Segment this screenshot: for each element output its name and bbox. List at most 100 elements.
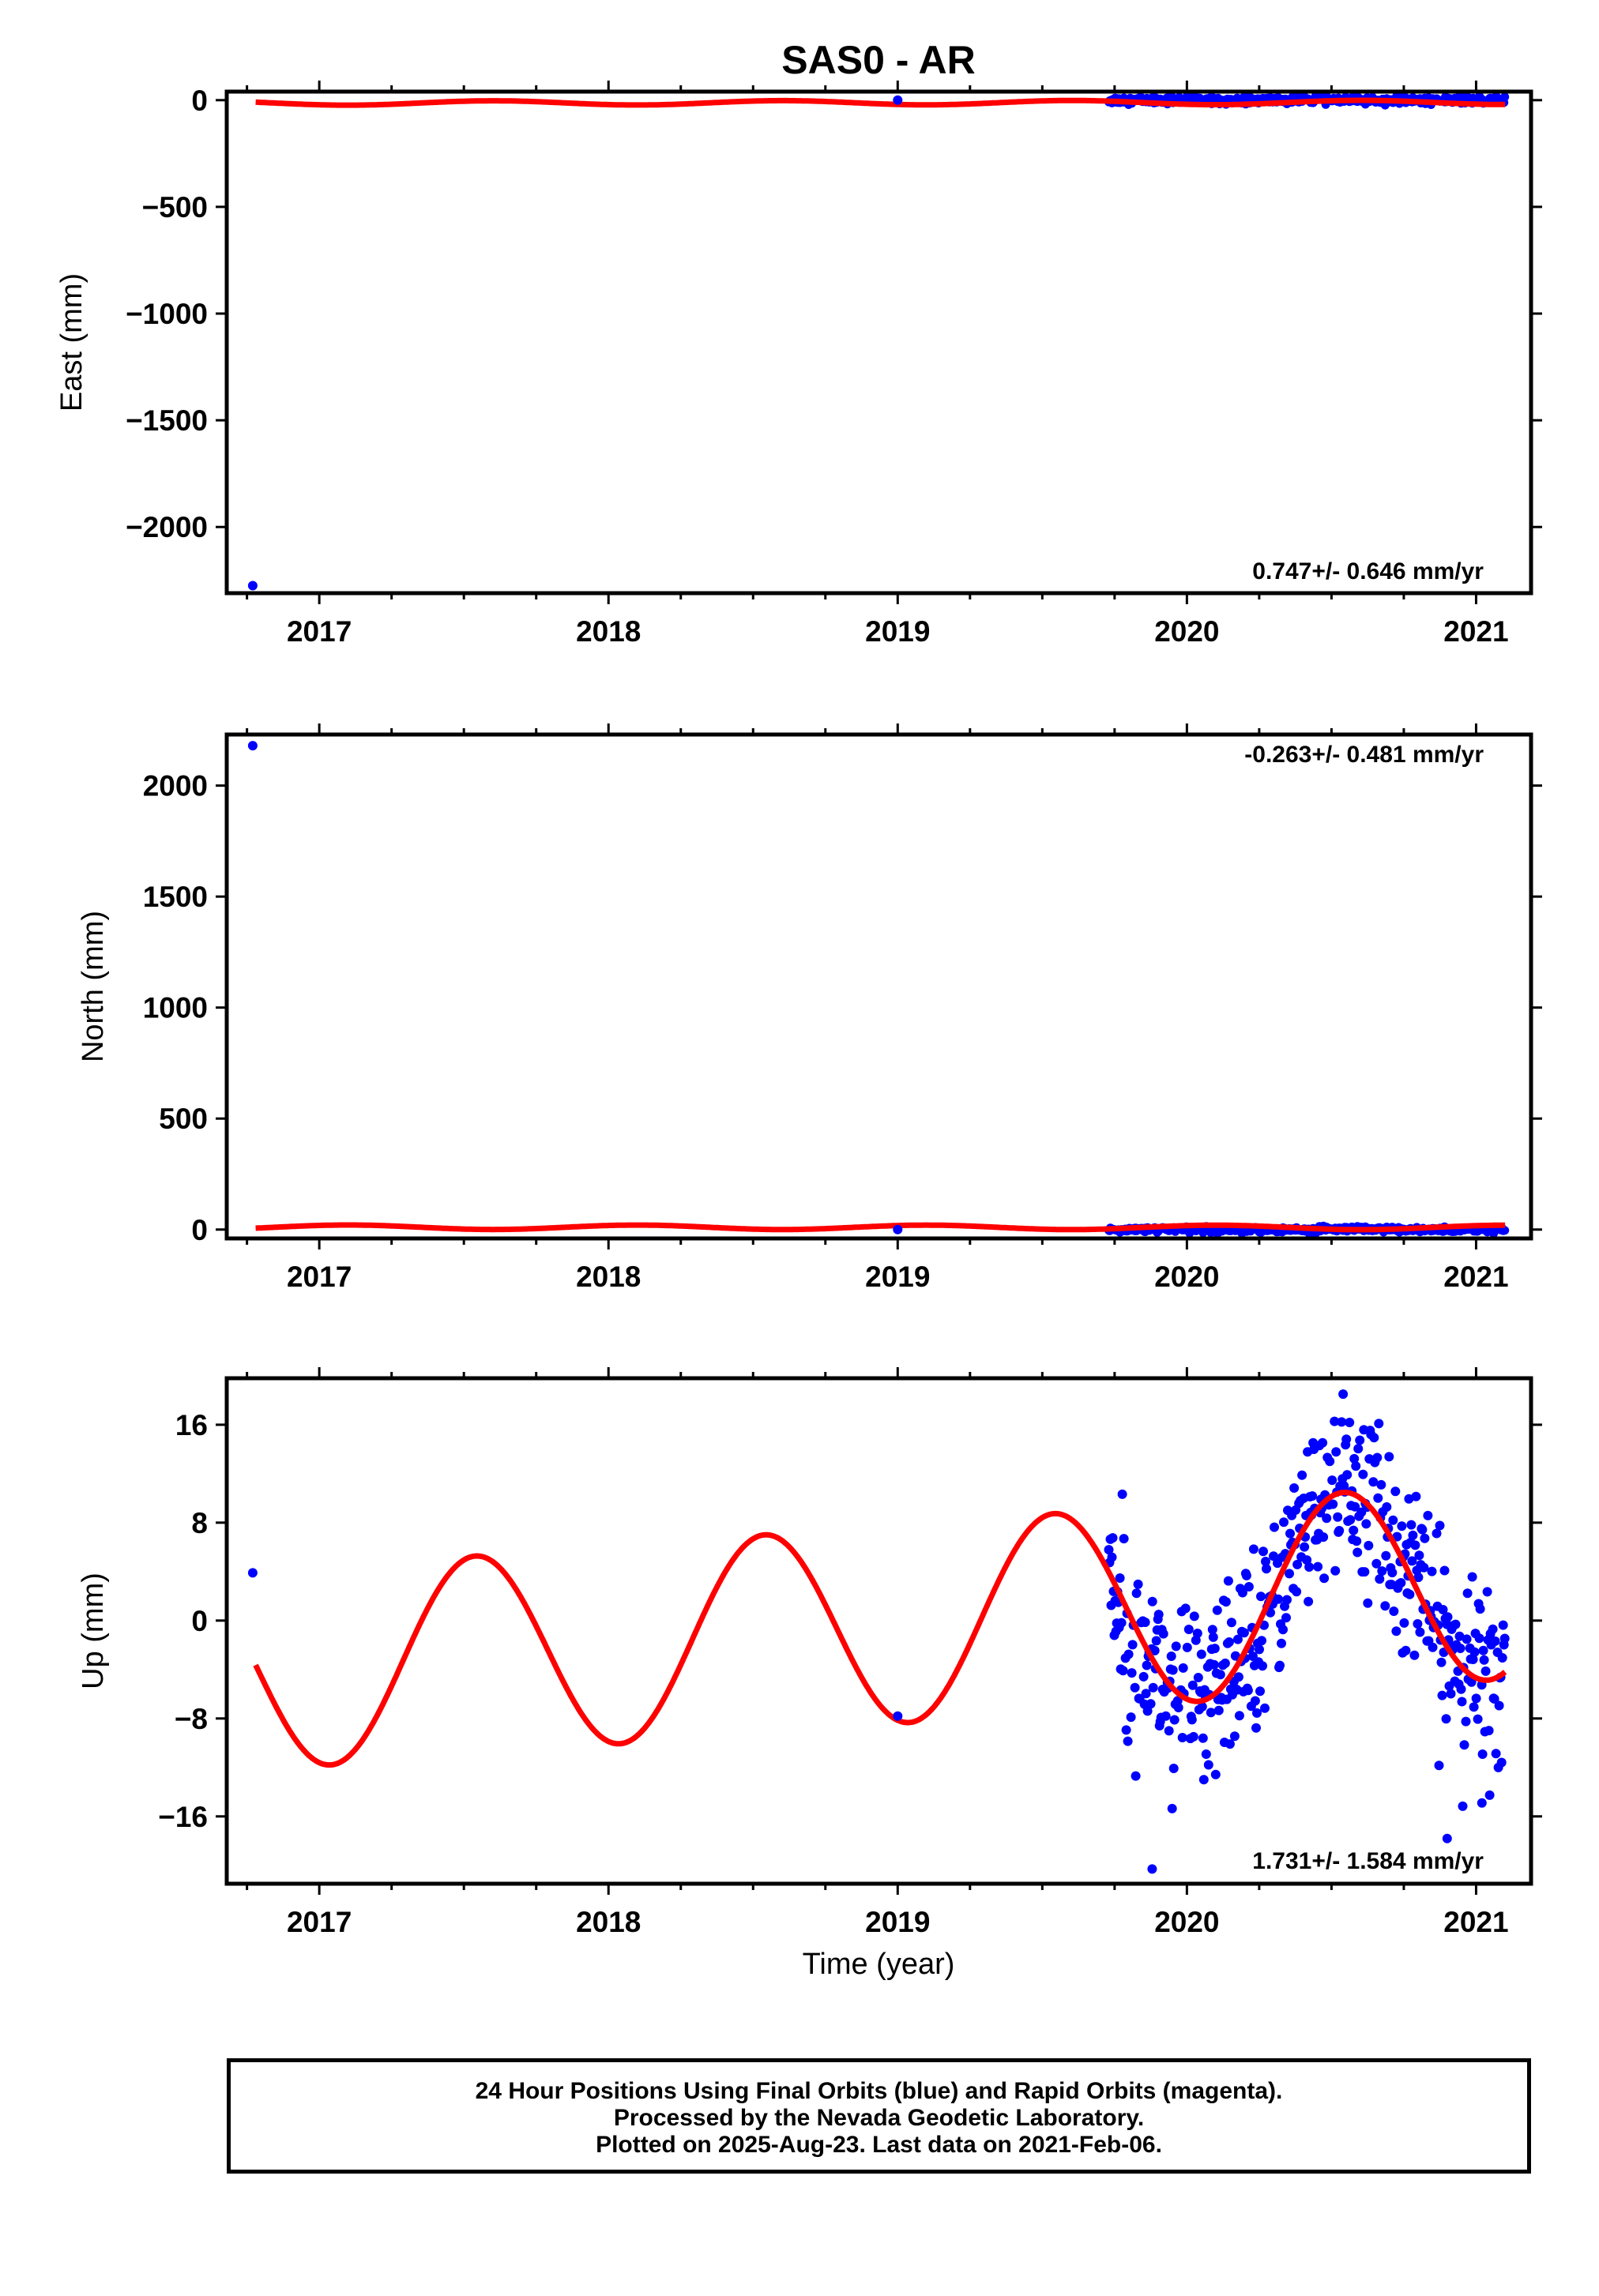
- up-data-point: [1408, 1530, 1418, 1540]
- up-data-point: [1123, 1736, 1133, 1746]
- up-data-point: [1168, 1764, 1179, 1773]
- up-data-point: [1292, 1587, 1302, 1597]
- up-outlier-point: [247, 1568, 258, 1578]
- up-data-point: [1334, 1526, 1345, 1535]
- up-data-point: [1255, 1686, 1265, 1697]
- east-rate-label: 0.747+/- 0.646 mm/yr: [1252, 558, 1484, 584]
- up-data-point: [1454, 1631, 1465, 1641]
- up-data-point: [1141, 1689, 1151, 1699]
- up-data-point: [1289, 1483, 1300, 1493]
- north-data-point: [1500, 1226, 1510, 1235]
- up-data-point: [1248, 1544, 1259, 1554]
- up-outlier-point: [1147, 1864, 1157, 1874]
- up-data-point: [1345, 1418, 1355, 1427]
- up-data-point: [1387, 1568, 1398, 1578]
- up-data-point: [1406, 1520, 1417, 1530]
- up-data-point: [1207, 1625, 1217, 1635]
- up-data-point: [1409, 1650, 1420, 1660]
- up-data-point: [1363, 1598, 1373, 1608]
- up-data-point: [1171, 1641, 1181, 1652]
- up-data-point: [1285, 1569, 1294, 1579]
- up-data-point: [1203, 1760, 1213, 1770]
- up-data-point: [1126, 1712, 1136, 1723]
- up-data-point: [1330, 1416, 1340, 1426]
- up-data-point: [1475, 1604, 1485, 1614]
- up-data-point: [1443, 1612, 1453, 1622]
- up-data-point: [1364, 1540, 1374, 1550]
- up-data-point: [1259, 1546, 1268, 1557]
- up-data-point: [1435, 1520, 1445, 1531]
- up-data-point: [1107, 1552, 1117, 1562]
- up-data-point: [1496, 1757, 1507, 1768]
- up-data-point: [1369, 1433, 1379, 1443]
- up-data-point: [1459, 1740, 1469, 1750]
- up-data-point: [1455, 1644, 1465, 1653]
- up-data-point: [1212, 1605, 1222, 1615]
- up-panel: 2017 2018 2019 2020 2021 16 8 0 −8 −16 Up (mm) 1.73…: [77, 1367, 1542, 1938]
- up-data-point: [1484, 1726, 1494, 1736]
- up-data-point: [1158, 1629, 1168, 1639]
- up-data-point: [1234, 1711, 1244, 1721]
- up-data-point: [1196, 1649, 1206, 1659]
- up-data-point: [1399, 1618, 1409, 1628]
- east-y-tick-label: −1000: [126, 298, 208, 330]
- up-data-point: [1434, 1761, 1444, 1771]
- up-data-point: [1278, 1625, 1288, 1635]
- up-data-point: [1405, 1589, 1415, 1599]
- up-data-point: [1275, 1660, 1285, 1670]
- up-data-point: [1499, 1633, 1510, 1644]
- up-data-point: [1330, 1565, 1341, 1576]
- up-data-point: [1198, 1733, 1208, 1743]
- up-data-point: [1229, 1731, 1240, 1742]
- up-data-point: [1173, 1703, 1183, 1712]
- up-data-point: [1250, 1696, 1260, 1706]
- east-y-axis-label: East (mm): [55, 273, 88, 411]
- up-data-point: [1300, 1542, 1310, 1552]
- up-data-point: [1478, 1645, 1488, 1655]
- up-y-tick-label: 8: [191, 1507, 208, 1539]
- up-data-point: [1188, 1731, 1198, 1742]
- up-data-point: [1304, 1596, 1314, 1606]
- east-model-curve: [254, 97, 1507, 108]
- up-data-point: [1494, 1700, 1504, 1711]
- up-data-point: [1119, 1534, 1129, 1544]
- up-data-point: [1121, 1725, 1131, 1735]
- up-data-point: [1277, 1638, 1286, 1648]
- up-data-point: [1215, 1670, 1225, 1680]
- up-data-point: [1319, 1573, 1330, 1584]
- up-data-point: [1187, 1680, 1198, 1690]
- up-data-point: [1304, 1562, 1315, 1572]
- up-data-point: [1279, 1517, 1289, 1528]
- up-data-point: [1469, 1702, 1479, 1712]
- east-y-tick-label: 0: [191, 85, 208, 117]
- up-data-point: [1251, 1723, 1261, 1733]
- up-data-point: [1269, 1551, 1278, 1561]
- east-x-tick-label: 2019: [865, 615, 930, 648]
- up-data-point: [1432, 1528, 1442, 1539]
- up-outlier-point: [893, 1711, 903, 1721]
- up-data-point: [1388, 1515, 1398, 1525]
- up-data-point: [1498, 1620, 1508, 1630]
- up-data-point: [1446, 1689, 1456, 1699]
- up-data-point: [1341, 1434, 1352, 1445]
- up-data-point: [1221, 1597, 1231, 1607]
- up-data-point: [1419, 1562, 1429, 1573]
- up-x-tick-label: 2018: [576, 1906, 641, 1938]
- up-data-point: [1331, 1447, 1341, 1457]
- up-data-point: [1482, 1587, 1492, 1597]
- up-data-point: [1353, 1547, 1363, 1558]
- up-data-point: [1167, 1803, 1177, 1813]
- up-data-point: [1252, 1708, 1262, 1718]
- up-data-point: [1146, 1699, 1156, 1709]
- up-data-point: [1281, 1613, 1291, 1623]
- up-model-curve: [253, 1490, 1507, 1768]
- up-data-point: [1413, 1573, 1424, 1583]
- up-data-point: [1349, 1453, 1360, 1464]
- up-data-point: [1423, 1510, 1433, 1520]
- up-data-point: [1118, 1666, 1128, 1676]
- north-x-tick-label: 2021: [1443, 1261, 1508, 1293]
- up-outlier-point: [1477, 1798, 1487, 1808]
- up-data-point: [1262, 1564, 1271, 1574]
- up-data-point: [1380, 1601, 1390, 1611]
